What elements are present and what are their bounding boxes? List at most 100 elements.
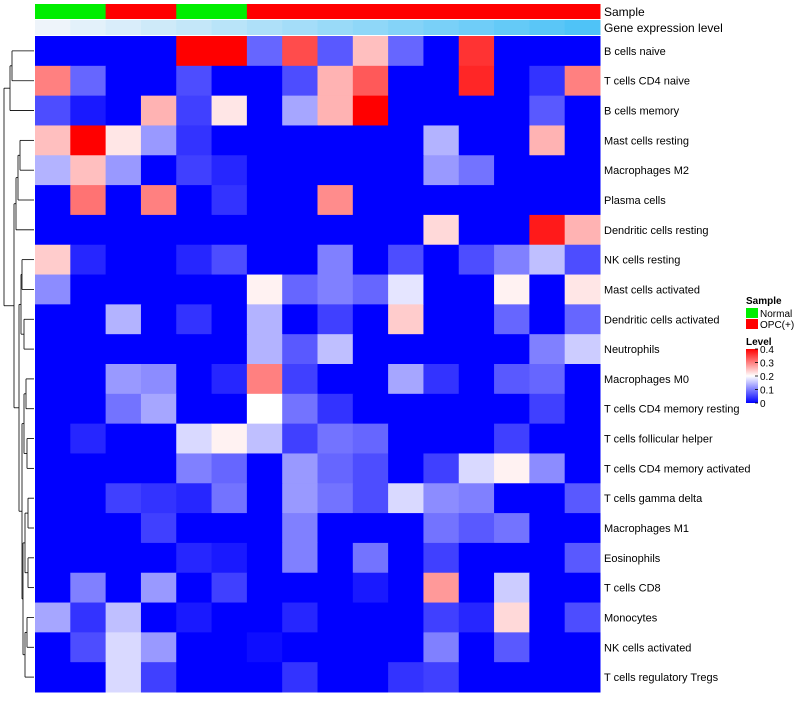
- heatmap-cell: [282, 125, 318, 156]
- heatmap-cell: [458, 453, 495, 484]
- heatmap-cell: [35, 483, 71, 514]
- heatmap-cell: [494, 155, 530, 186]
- heatmap-cell: [352, 334, 389, 365]
- level-tick-label: 0.4: [760, 345, 774, 356]
- heatmap-cell: [564, 453, 601, 484]
- heatmap-cell: [140, 304, 177, 335]
- heatmap-cell: [211, 214, 248, 246]
- heatmap-cell: [35, 334, 71, 365]
- sample-legend-label: OPC(+): [760, 320, 794, 331]
- heatmap-cell: [494, 662, 530, 693]
- heatmap-cell: [246, 453, 283, 484]
- heatmap-cell: [317, 393, 354, 425]
- expression-annotation-cell: [423, 20, 460, 35]
- heatmap-cell: [70, 423, 107, 454]
- sample-annotation-cell: [105, 4, 142, 19]
- heatmap-cell: [423, 155, 460, 186]
- heatmap-cell: [317, 214, 354, 246]
- heatmap-cell: [388, 95, 424, 126]
- heatmap-cell: [317, 364, 354, 395]
- heatmap-cell: [564, 602, 601, 633]
- heatmap-cell: [388, 274, 424, 305]
- heatmap-cell: [140, 393, 177, 425]
- heatmap-cell: [529, 125, 566, 156]
- expression-annotation-cell: [246, 20, 283, 35]
- sample-annotation-cell: [282, 4, 318, 19]
- heatmap-cell: [494, 65, 530, 97]
- heatmap-cell: [494, 513, 530, 544]
- heatmap-cell: [529, 393, 566, 425]
- heatmap-cell: [458, 95, 495, 126]
- heatmap-cell: [352, 513, 389, 544]
- heatmap-cell: [105, 632, 142, 663]
- heatmap-cell: [352, 185, 389, 216]
- heatmap-cell: [388, 364, 424, 395]
- heatmap-cell: [317, 244, 354, 276]
- heatmap-cell: [176, 453, 213, 484]
- heatmap-cell: [529, 65, 566, 97]
- heatmap-cell: [388, 453, 424, 484]
- heatmap-cell: [105, 125, 142, 156]
- expression-annotation-cell: [211, 20, 248, 35]
- heatmap-cell: [35, 513, 71, 544]
- heatmap-cell: [458, 423, 495, 454]
- heatmap-cell: [140, 125, 177, 156]
- heatmap-cell: [140, 244, 177, 276]
- heatmap-cell: [564, 662, 601, 693]
- heatmap-cell: [494, 572, 530, 604]
- expression-annotation-cell: [35, 20, 71, 35]
- heatmap-cell: [35, 423, 71, 454]
- heatmap-cell: [282, 632, 318, 663]
- heatmap-cell: [35, 662, 71, 693]
- heatmap-cell: [105, 423, 142, 454]
- heatmap-cell: [423, 632, 460, 663]
- heatmap-cell: [176, 304, 213, 335]
- expression-annotation-cell: [529, 20, 566, 35]
- heatmap-cell: [70, 572, 107, 604]
- heatmap-cell: [423, 36, 460, 67]
- row-label: T cells CD8: [604, 583, 661, 595]
- heatmap-cell: [246, 662, 283, 693]
- heatmap-cell: [317, 483, 354, 514]
- heatmap-cell: [70, 304, 107, 335]
- heatmap-cell: [529, 214, 566, 246]
- heatmap-cell: [494, 95, 530, 126]
- heatmap-cell: [388, 423, 424, 454]
- row-label: Dendritic cells resting: [604, 225, 709, 237]
- heatmap-cell: [211, 125, 248, 156]
- heatmap-cell: [352, 95, 389, 126]
- heatmap-cell: [282, 214, 318, 246]
- heatmap-cell: [211, 662, 248, 693]
- expression-annotation-cell: [458, 20, 495, 35]
- heatmap-cell: [494, 393, 530, 425]
- heatmap-cell: [352, 155, 389, 186]
- heatmap-cell: [246, 304, 283, 335]
- heatmap-cell: [282, 65, 318, 97]
- heatmap-cell: [70, 513, 107, 544]
- heatmap-cell: [494, 364, 530, 395]
- heatmap-cell: [211, 36, 248, 67]
- expression-annotation-cell: [176, 20, 213, 35]
- heatmap-cell: [246, 572, 283, 604]
- heatmap-cell: [246, 393, 283, 425]
- heatmap-cell: [317, 334, 354, 365]
- sample-legend-swatch: [746, 308, 758, 318]
- heatmap-cell: [246, 334, 283, 365]
- heatmap-cell: [105, 304, 142, 335]
- heatmap-cell: [423, 483, 460, 514]
- heatmap-cell: [246, 214, 283, 246]
- heatmap-cell: [494, 185, 530, 216]
- heatmap-cell: [70, 483, 107, 514]
- heatmap-cell: [282, 662, 318, 693]
- heatmap-cell: [70, 214, 107, 246]
- heatmap-cell: [246, 364, 283, 395]
- heatmap-cell: [282, 602, 318, 633]
- heatmap-cell: [352, 662, 389, 693]
- heatmap-cell: [176, 214, 213, 246]
- heatmap-cell: [458, 274, 495, 305]
- heatmap-cell: [423, 65, 460, 97]
- heatmap-cell: [70, 185, 107, 216]
- heatmap-cell: [105, 244, 142, 276]
- heatmap-cell: [176, 632, 213, 663]
